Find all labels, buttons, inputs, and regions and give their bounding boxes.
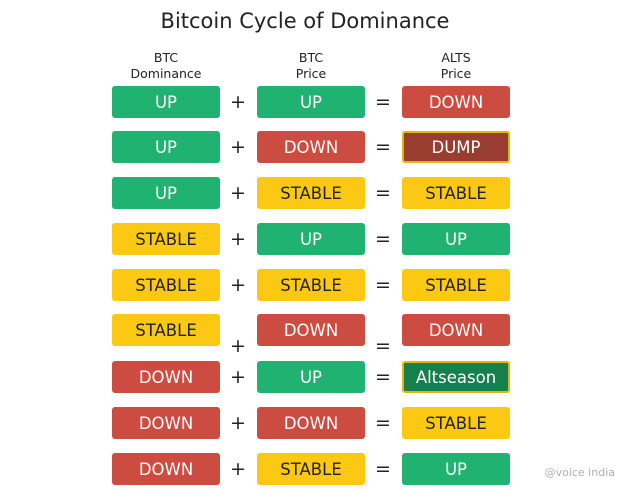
equals-operator-row-5: = bbox=[375, 274, 391, 296]
cell-dominance-row-2: UP bbox=[112, 131, 220, 163]
cell-alts-row-3: STABLE bbox=[402, 177, 510, 209]
cell-dominance-row-6: STABLE bbox=[112, 314, 220, 346]
plus-operator-row-6: + bbox=[230, 335, 246, 357]
plus-operator-row-5: + bbox=[230, 274, 246, 296]
plus-operator-row-8: + bbox=[230, 412, 246, 434]
cell-dominance-row-8: DOWN bbox=[112, 407, 220, 439]
watermark: @voice india bbox=[544, 466, 615, 479]
plus-operator-row-7: + bbox=[230, 366, 246, 388]
cell-price-row-1: UP bbox=[257, 86, 365, 118]
plus-operator-row-9: + bbox=[230, 458, 246, 480]
equals-operator-row-9: = bbox=[375, 458, 391, 480]
cell-alts-row-9: UP bbox=[402, 453, 510, 485]
cell-dominance-row-9: DOWN bbox=[112, 453, 220, 485]
cell-price-row-9: STABLE bbox=[257, 453, 365, 485]
cell-dominance-row-4: STABLE bbox=[112, 223, 220, 255]
equals-operator-row-8: = bbox=[375, 412, 391, 434]
header-alts-price-line1: ALTS bbox=[441, 50, 471, 65]
header-btc-price: BTC Price bbox=[257, 50, 365, 82]
equals-operator-row-6: = bbox=[375, 335, 391, 357]
header-btc-price-line2: Price bbox=[295, 66, 327, 81]
cell-price-row-8: DOWN bbox=[257, 407, 365, 439]
cell-alts-row-7: Altseason bbox=[402, 361, 510, 393]
header-alts-price: ALTS Price bbox=[402, 50, 510, 82]
cell-alts-row-5: STABLE bbox=[402, 269, 510, 301]
cell-alts-row-6: DOWN bbox=[402, 314, 510, 346]
header-alts-price-line2: Price bbox=[440, 66, 472, 81]
cell-alts-row-4: UP bbox=[402, 223, 510, 255]
cell-dominance-row-3: UP bbox=[112, 177, 220, 209]
equals-operator-row-7: = bbox=[375, 366, 391, 388]
header-btc-dominance-line2: Dominance bbox=[130, 66, 202, 81]
header-btc-dominance: BTC Dominance bbox=[112, 50, 220, 82]
cell-alts-row-8: STABLE bbox=[402, 407, 510, 439]
cell-price-row-3: STABLE bbox=[257, 177, 365, 209]
cell-price-row-5: STABLE bbox=[257, 269, 365, 301]
plus-operator-row-4: + bbox=[230, 228, 246, 250]
plus-operator-row-2: + bbox=[230, 136, 246, 158]
header-btc-price-line1: BTC bbox=[298, 50, 324, 65]
cell-alts-row-2: DUMP bbox=[402, 131, 510, 163]
diagram-title: Bitcoin Cycle of Dominance bbox=[160, 9, 450, 33]
header-btc-dominance-line1: BTC bbox=[153, 50, 179, 65]
equals-operator-row-3: = bbox=[375, 182, 391, 204]
equals-operator-row-4: = bbox=[375, 228, 391, 250]
cell-dominance-row-7: DOWN bbox=[112, 361, 220, 393]
cell-dominance-row-5: STABLE bbox=[112, 269, 220, 301]
cell-dominance-row-1: UP bbox=[112, 86, 220, 118]
cell-alts-row-1: DOWN bbox=[402, 86, 510, 118]
plus-operator-row-1: + bbox=[230, 91, 246, 113]
equals-operator-row-1: = bbox=[375, 91, 391, 113]
plus-operator-row-3: + bbox=[230, 182, 246, 204]
cell-price-row-7: UP bbox=[257, 361, 365, 393]
equals-operator-row-2: = bbox=[375, 136, 391, 158]
cell-price-row-6: DOWN bbox=[257, 314, 365, 346]
cell-price-row-2: DOWN bbox=[257, 131, 365, 163]
cell-price-row-4: UP bbox=[257, 223, 365, 255]
